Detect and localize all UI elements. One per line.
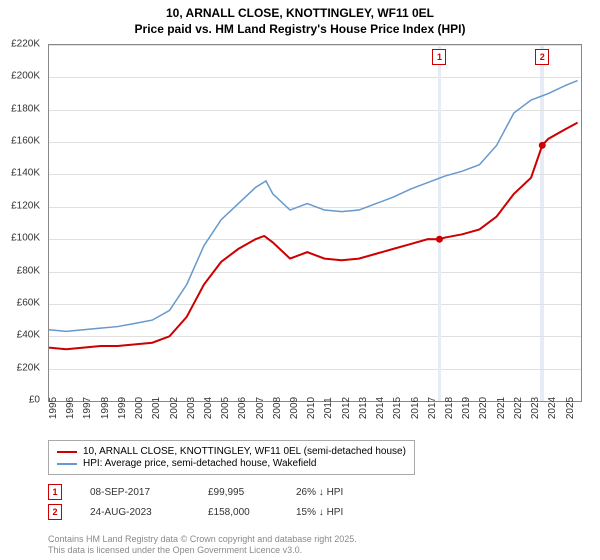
x-tick-label: 2015 <box>392 397 403 419</box>
x-tick-label: 2020 <box>478 397 489 419</box>
x-tick-label: 2000 <box>134 397 145 419</box>
y-tick-label: £140K <box>11 168 40 179</box>
x-tick-label: 2011 <box>323 397 334 419</box>
x-tick-label: 2024 <box>547 397 558 419</box>
title-line-2: Price paid vs. HM Land Registry's House … <box>0 22 600 38</box>
sale-point <box>436 236 443 243</box>
sale-delta: 15% ↓ HPI <box>296 507 386 518</box>
x-tick-label: 2002 <box>169 397 180 419</box>
x-tick-label: 2018 <box>444 397 455 419</box>
chart-plot-area: 12 <box>48 44 582 402</box>
series-property <box>49 123 578 350</box>
x-tick-label: 2019 <box>461 397 472 419</box>
sales-row: 1 08-SEP-2017 £99,995 26% ↓ HPI <box>48 484 386 500</box>
legend-label-hpi: HPI: Average price, semi-detached house,… <box>83 458 316 469</box>
legend-swatch-hpi <box>57 463 77 465</box>
x-tick-label: 1999 <box>117 397 128 419</box>
sale-delta: 26% ↓ HPI <box>296 487 386 498</box>
y-tick-label: £220K <box>11 39 40 50</box>
sale-marker-box: 2 <box>535 49 549 65</box>
title-line-1: 10, ARNALL CLOSE, KNOTTINGLEY, WF11 0EL <box>0 6 600 22</box>
y-tick-label: £200K <box>11 71 40 82</box>
sale-marker: 1 <box>48 484 62 500</box>
sale-marker-box: 1 <box>432 49 446 65</box>
footer-line-1: Contains HM Land Registry data © Crown c… <box>48 534 357 545</box>
y-tick-label: £180K <box>11 103 40 114</box>
sale-date: 24-AUG-2023 <box>90 507 180 518</box>
x-tick-label: 1996 <box>65 397 76 419</box>
sale-price: £99,995 <box>208 487 268 498</box>
y-tick-label: £60K <box>17 297 40 308</box>
x-tick-label: 2025 <box>565 397 576 419</box>
x-tick-label: 2023 <box>530 397 541 419</box>
x-tick-label: 2021 <box>496 397 507 419</box>
chart-lines <box>49 45 581 401</box>
y-tick-label: £160K <box>11 136 40 147</box>
chart-title: 10, ARNALL CLOSE, KNOTTINGLEY, WF11 0EL … <box>0 0 600 37</box>
x-tick-label: 2009 <box>289 397 300 419</box>
x-tick-label: 2004 <box>203 397 214 419</box>
footer-line-2: This data is licensed under the Open Gov… <box>48 545 357 556</box>
x-tick-label: 2008 <box>272 397 283 419</box>
x-tick-label: 2010 <box>306 397 317 419</box>
x-tick-label: 2013 <box>358 397 369 419</box>
x-axis: 1995199619971998199920002001200220032004… <box>48 402 580 438</box>
y-tick-label: £0 <box>29 395 40 406</box>
y-tick-label: £80K <box>17 265 40 276</box>
sale-marker: 2 <box>48 504 62 520</box>
x-tick-label: 2003 <box>186 397 197 419</box>
y-axis: £0£20K£40K£60K£80K£100K£120K£140K£160K£1… <box>0 44 44 400</box>
sale-date: 08-SEP-2017 <box>90 487 180 498</box>
y-tick-label: £100K <box>11 233 40 244</box>
x-tick-label: 2012 <box>341 397 352 419</box>
x-tick-label: 2005 <box>220 397 231 419</box>
x-tick-label: 2014 <box>375 397 386 419</box>
x-tick-label: 2022 <box>513 397 524 419</box>
x-tick-label: 1995 <box>48 397 59 419</box>
legend-swatch-property <box>57 451 77 453</box>
x-tick-label: 1997 <box>82 397 93 419</box>
series-hpi <box>49 81 578 332</box>
legend-label-property: 10, ARNALL CLOSE, KNOTTINGLEY, WF11 0EL … <box>83 446 406 457</box>
sales-table: 1 08-SEP-2017 £99,995 26% ↓ HPI 2 24-AUG-2023… <box>48 484 386 524</box>
y-tick-label: £40K <box>17 330 40 341</box>
sale-point <box>539 142 546 149</box>
x-tick-label: 2016 <box>410 397 421 419</box>
legend-row-property: 10, ARNALL CLOSE, KNOTTINGLEY, WF11 0EL … <box>57 446 406 457</box>
x-tick-label: 2007 <box>255 397 266 419</box>
sales-row: 2 24-AUG-2023 £158,000 15% ↓ HPI <box>48 504 386 520</box>
x-tick-label: 2006 <box>237 397 248 419</box>
sale-price: £158,000 <box>208 507 268 518</box>
y-tick-label: £120K <box>11 200 40 211</box>
legend: 10, ARNALL CLOSE, KNOTTINGLEY, WF11 0EL … <box>48 440 415 475</box>
x-tick-label: 1998 <box>100 397 111 419</box>
x-tick-label: 2017 <box>427 397 438 419</box>
y-tick-label: £20K <box>17 362 40 373</box>
footer: Contains HM Land Registry data © Crown c… <box>48 534 357 556</box>
x-tick-label: 2001 <box>151 397 162 419</box>
legend-row-hpi: HPI: Average price, semi-detached house,… <box>57 458 406 469</box>
